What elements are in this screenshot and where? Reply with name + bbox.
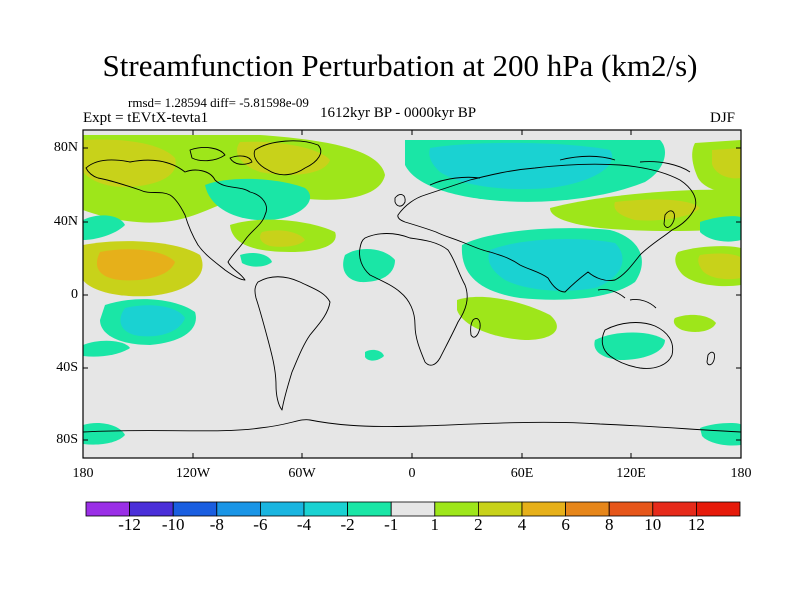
coast-indonesia: [597, 289, 657, 309]
lon-label-0: 0: [408, 466, 416, 481]
map-title: Streamfunction Perturbation at 200 hPa (…: [102, 48, 698, 83]
field-north-pacific-orange: [712, 148, 741, 179]
field-small-south-atlantic: [365, 349, 384, 361]
colorbar-label: -1: [384, 515, 399, 534]
colorbar-swatch: [390, 501, 436, 517]
colorbar-swatch: [259, 501, 305, 517]
colorbar-swatch: [565, 501, 610, 517]
field-new-zealand-positive: [673, 314, 716, 332]
coast-north-america: [85, 159, 267, 281]
colorbar-swatch: [172, 501, 218, 517]
field-antarctic-east-negative: [700, 423, 741, 446]
field-west-africa-negative: [343, 248, 395, 283]
field-caribbean-negative: [240, 252, 272, 267]
coast-arctic-asia: [429, 155, 691, 186]
coast-australia: [601, 322, 674, 369]
colorbar-swatch: [347, 501, 392, 517]
coast-europe-asia: [397, 163, 697, 293]
field-antarctic-west-negative: [83, 423, 125, 445]
field-west-pacific-negative: [83, 215, 125, 240]
colorbar-label: 8: [604, 515, 614, 534]
coast-antarctica: [83, 419, 741, 433]
colorbar-swatch: [521, 501, 566, 517]
field-north-america-negative: [205, 178, 311, 221]
field-southern-pacific-negative: [83, 340, 130, 357]
lon-label-120e: 120E: [616, 466, 646, 481]
coast-canadian-islands: [189, 147, 253, 165]
colorbar-label: 2: [474, 515, 483, 534]
axis-ticks: [83, 130, 741, 458]
lat-label-40s: 40S: [56, 360, 78, 375]
period-label: 1612kyr BP - 0000kyr BP: [320, 105, 477, 121]
colorbar-swatch: [608, 501, 654, 517]
field-greenland-positive: [236, 141, 330, 175]
colorbar: [85, 501, 741, 517]
colorbar-swatch: [652, 501, 697, 517]
colorbar-swatch: [129, 501, 174, 517]
coastlines: [83, 140, 741, 433]
lon-label-180e: 180: [730, 466, 752, 481]
field-pacific-negative-inner: [120, 305, 185, 337]
field-east-pacific-orange: [698, 253, 741, 280]
lon-label-60e: 60E: [510, 466, 534, 481]
coast-south-america: [254, 276, 331, 411]
colorbar-label: 4: [517, 515, 527, 534]
colorbar-label: -4: [296, 515, 312, 534]
colorbar-swatch: [477, 501, 523, 517]
colorbar-label: -2: [340, 515, 355, 534]
stats-line: rmsd= 1.28594 diff= -5.81598e-09: [128, 95, 309, 110]
coast-greenland: [253, 140, 322, 176]
field-australia-negative: [594, 332, 665, 360]
field-indian-ocean-positive: [457, 296, 557, 340]
lon-label-60w: 60W: [288, 466, 316, 481]
colorbar-label: -8: [209, 515, 224, 534]
colorbar-swatch: [696, 501, 741, 517]
field-east-pacific-negative: [700, 216, 741, 242]
colorbar-swatch: [434, 501, 479, 517]
season-label: DJF: [710, 110, 736, 126]
contour-fields: [83, 135, 741, 446]
lat-label-80n: 80N: [53, 140, 78, 155]
lat-label-0: 0: [71, 287, 78, 302]
colorbar-label: 6: [561, 515, 570, 534]
coast-japan: [663, 210, 675, 228]
coast-madagascar: [470, 317, 481, 338]
lat-label-40n: 40N: [53, 214, 78, 229]
colorbar-label: 1: [430, 515, 440, 534]
field-atlantic-orange: [260, 230, 305, 247]
field-pacific-orange: [96, 249, 175, 281]
colorbar-label: -6: [253, 515, 268, 534]
colorbar-swatch: [85, 501, 130, 517]
colorbar-swatch: [303, 501, 348, 517]
lon-label-120w: 120W: [175, 466, 211, 481]
colorbar-swatch: [216, 501, 261, 517]
coast-new-zealand: [706, 351, 715, 366]
colorbar-label: 10: [644, 515, 662, 534]
colorbar-label: -12: [118, 515, 141, 534]
lon-label-180w: 180: [72, 466, 94, 481]
field-arctic-orange: [83, 139, 176, 188]
coast-africa: [359, 233, 468, 366]
experiment-label: Expt = tEVtX-tevta1: [83, 110, 209, 126]
lat-label-80s: 80S: [56, 432, 78, 447]
field-asia-negative-inner: [488, 238, 623, 291]
colorbar-label: -10: [161, 515, 185, 534]
coast-britain: [394, 194, 406, 207]
field-siberia-orange: [614, 199, 700, 221]
colorbar-label: 12: [687, 515, 705, 534]
